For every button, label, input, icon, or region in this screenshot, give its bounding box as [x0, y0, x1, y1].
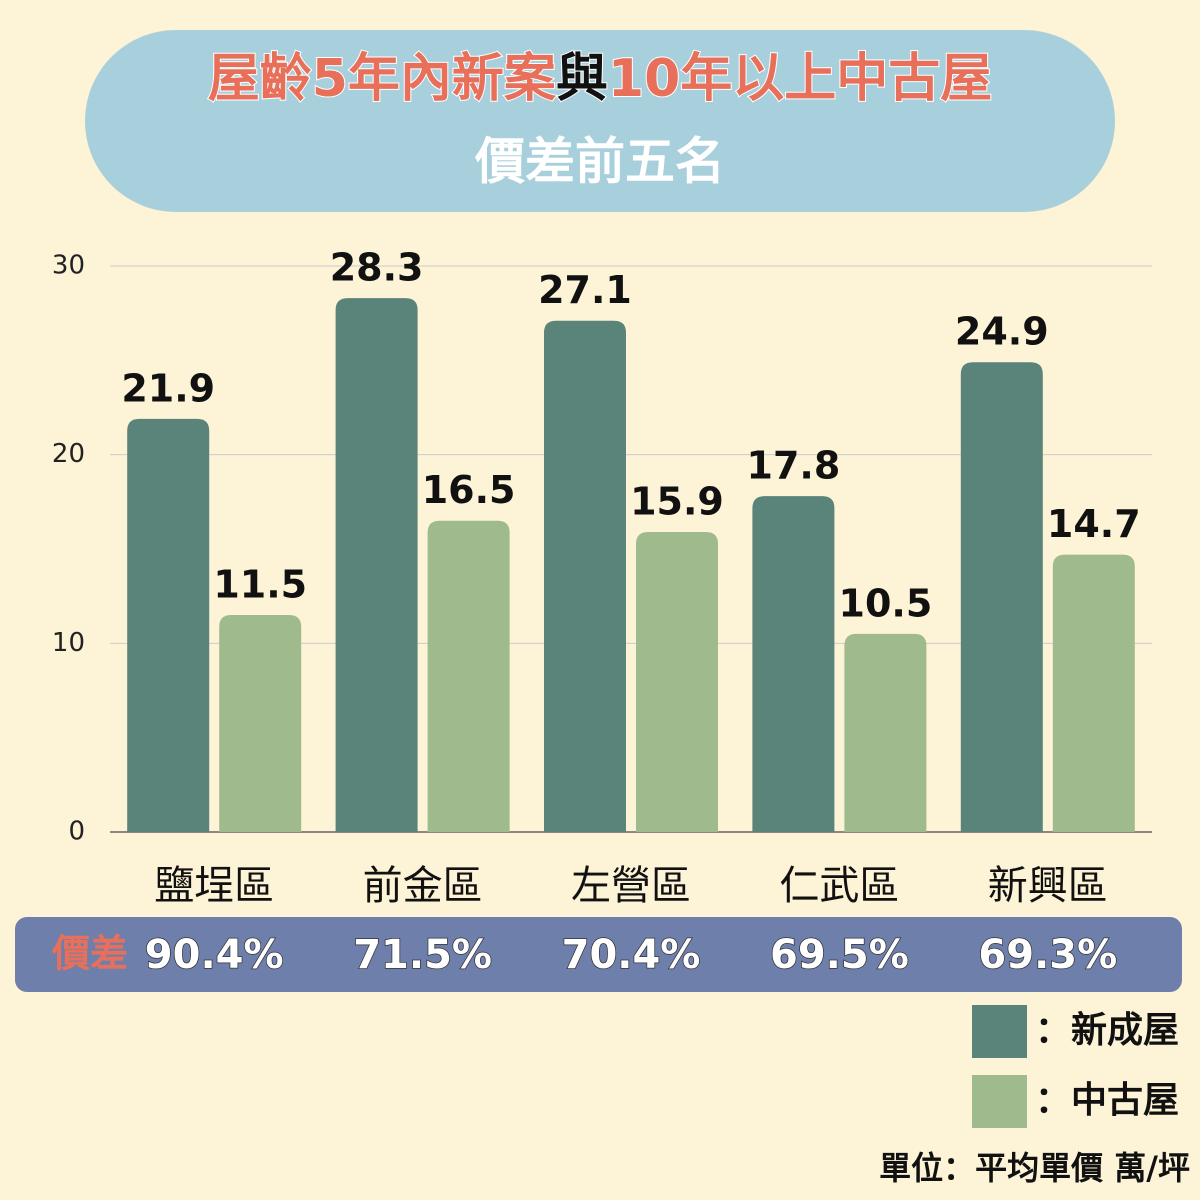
bar	[335, 298, 418, 832]
data-label: 11.5	[213, 563, 307, 607]
unit-note: 單位：平均單價 萬/坪	[879, 1149, 1190, 1187]
bar	[219, 615, 302, 832]
y-tick-label: 30	[52, 251, 85, 281]
x-tick-label: 仁武區	[779, 863, 899, 909]
bar	[127, 418, 210, 832]
data-label: 15.9	[630, 480, 724, 524]
title-part: 與	[556, 49, 608, 109]
price-diff-value: 90.4%	[145, 932, 284, 978]
legend-swatch	[972, 1075, 1027, 1128]
y-tick-label: 20	[52, 439, 85, 469]
legend-name: 新成屋	[1071, 1010, 1179, 1051]
x-tick-label: 前金區	[363, 863, 483, 909]
price-diff-band	[15, 917, 1182, 992]
price-diff-value: 69.5%	[770, 932, 909, 978]
chart-subtitle: 價差前五名	[474, 133, 725, 191]
price-diff-value: 69.3%	[978, 932, 1117, 978]
title-part: 屋齡5年內新案	[208, 49, 557, 109]
data-label: 14.7	[1047, 502, 1141, 546]
y-tick-label: 0	[68, 817, 85, 847]
bar	[1052, 554, 1135, 832]
x-tick-label: 鹽埕區	[154, 863, 274, 909]
data-label: 27.1	[538, 268, 632, 312]
bar	[960, 362, 1043, 832]
price-diff-value: 70.4%	[562, 932, 701, 978]
legend-name: 中古屋	[1071, 1080, 1179, 1121]
price-diff-label: 價差	[51, 932, 128, 976]
x-tick-label: 新興區	[988, 863, 1108, 909]
data-label: 28.3	[330, 246, 424, 290]
x-tick-label: 左營區	[571, 863, 691, 909]
chart-title: 屋齡5年內新案與10年以上中古屋	[208, 49, 993, 109]
legend-swatch	[972, 1005, 1027, 1058]
price-diff-value: 71.5%	[353, 932, 492, 978]
bar	[636, 532, 718, 832]
data-label: 24.9	[955, 310, 1049, 354]
legend-label: ：新成屋	[1035, 1010, 1179, 1051]
data-label: 17.8	[747, 444, 841, 488]
legend-label: ：中古屋	[1035, 1080, 1179, 1121]
legend-prefix: ：	[1035, 1080, 1071, 1121]
bar	[752, 496, 835, 832]
title-part: 10年以上中古屋	[608, 49, 992, 109]
y-tick-label: 10	[52, 628, 85, 658]
bar	[844, 633, 927, 832]
data-label: 10.5	[839, 581, 933, 625]
data-label: 16.5	[422, 468, 516, 512]
data-label: 21.9	[121, 366, 215, 410]
bar	[544, 320, 626, 832]
bar	[427, 520, 510, 832]
legend-prefix: ：	[1035, 1010, 1071, 1051]
title-box	[85, 30, 1115, 212]
